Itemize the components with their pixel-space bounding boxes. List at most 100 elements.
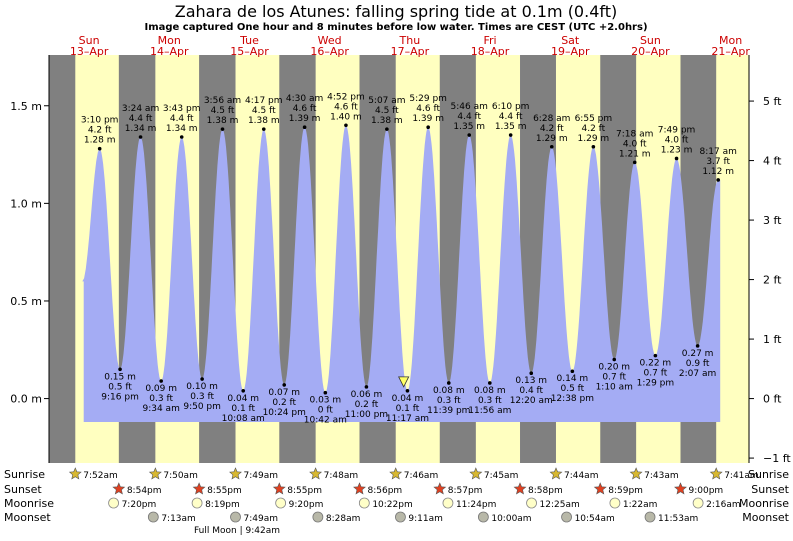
row-label-moonrise-left: Moonrise bbox=[4, 497, 54, 510]
tide-point bbox=[716, 178, 720, 182]
sunset-icon bbox=[272, 482, 286, 495]
tide-height-ft: 4.2 ft bbox=[582, 124, 606, 134]
row-label-sunrise-left: Sunrise bbox=[4, 468, 45, 481]
moonset-icon bbox=[477, 511, 489, 523]
tide-height-ft: 0.4 ft bbox=[519, 386, 543, 396]
tide-height-ft: 4.4 ft bbox=[170, 114, 194, 124]
sunrise-icon bbox=[549, 467, 563, 480]
tide-point bbox=[570, 369, 575, 374]
tide-height-ft: 4.5 ft bbox=[252, 106, 276, 116]
moonrise-time: 9:20pm bbox=[289, 500, 324, 510]
tide-point bbox=[241, 388, 246, 393]
tide-time: 12:20 am bbox=[510, 396, 553, 406]
moonrise-icon bbox=[526, 497, 537, 509]
tide-height-ft: 0.7 ft bbox=[602, 373, 626, 383]
tide-height-ft: 4.6 ft bbox=[293, 104, 317, 114]
moonrise-time: 12:25am bbox=[540, 500, 580, 510]
tide-time: 10:42 am bbox=[304, 416, 347, 426]
sun-moon-rows: Sunrise Sunset Moonrise Moonset Sunrise … bbox=[4, 468, 790, 524]
tide-height-m: 1.35 m bbox=[453, 122, 485, 132]
tide-curve bbox=[82, 125, 721, 423]
row-label-moonset-left: Moonset bbox=[4, 511, 51, 524]
row-label-sunset-left: Sunset bbox=[4, 483, 42, 496]
moonrise-time: 2:16am bbox=[706, 500, 741, 510]
tide-point bbox=[118, 367, 122, 372]
moonrise-icon bbox=[191, 497, 203, 509]
day-name-label: Sun bbox=[640, 34, 661, 47]
sunset-time: 8:58pm bbox=[528, 486, 563, 496]
tide-height-ft: 0.2 ft bbox=[272, 398, 296, 408]
tide-time: 8:17 am bbox=[700, 147, 737, 157]
tide-area bbox=[82, 125, 721, 423]
tide-time: 11:56 am bbox=[468, 406, 511, 416]
sunset-time: 8:57pm bbox=[448, 486, 483, 496]
day-name-label: Mon bbox=[719, 34, 742, 47]
tide-point bbox=[344, 123, 348, 128]
day-name-label: Wed bbox=[318, 34, 342, 47]
tide-point bbox=[653, 353, 658, 358]
tide-height-ft: 0.2 ft bbox=[355, 400, 379, 410]
sunrise-time: 7:41am bbox=[724, 471, 759, 481]
day-date-label: 19–Apr bbox=[551, 45, 590, 58]
tide-time: 3:43 pm bbox=[163, 104, 201, 114]
right-tick-label: 3 ft bbox=[763, 214, 782, 227]
tide-height-ft: 4.0 ft bbox=[623, 139, 647, 149]
moonset-time: 10:54am bbox=[575, 514, 615, 524]
day-date-label: 21–Apr bbox=[711, 45, 750, 58]
right-tick-label: 1 ft bbox=[763, 333, 782, 346]
tide-labels: 3:10 pm4.2 ft1.28 m0.15 m0.5 ft9:16 pm3:… bbox=[81, 92, 737, 425]
tide-height-m: 0.14 m bbox=[557, 374, 589, 384]
tide-point bbox=[385, 127, 389, 131]
sunrise-time: 7:45am bbox=[484, 471, 518, 481]
tide-point bbox=[529, 371, 534, 376]
left-tick-label: 1.5 m bbox=[10, 100, 42, 113]
tide-time: 9:50 pm bbox=[183, 402, 221, 412]
tide-height-m: 1.23 m bbox=[661, 145, 693, 155]
right-tick-label: 4 ft bbox=[763, 155, 782, 168]
sunset-time: 8:56pm bbox=[368, 486, 403, 496]
tide-point bbox=[159, 379, 163, 383]
tide-height-m: 0.15 m bbox=[104, 372, 136, 382]
sunset-icon bbox=[513, 482, 527, 495]
tide-time: 11:17 am bbox=[386, 414, 429, 424]
tide-point bbox=[282, 383, 287, 387]
chart-subtitle: Image captured One hour and 8 minutes be… bbox=[144, 22, 647, 33]
tide-height-m: 0.20 m bbox=[598, 363, 630, 373]
tide-time: 11:39 pm bbox=[427, 406, 470, 416]
chart-title: Zahara de los Atunes: falling spring tid… bbox=[175, 2, 618, 21]
sunrise-icon bbox=[68, 467, 82, 480]
tide-point bbox=[364, 385, 369, 389]
tide-height-ft: 0.9 ft bbox=[686, 359, 710, 369]
tide-height-ft: 0.3 ft bbox=[478, 396, 502, 406]
tide-time: 9:34 am bbox=[142, 404, 179, 414]
moonrise-time: 7:20pm bbox=[122, 500, 157, 510]
tide-height-m: 0.09 m bbox=[145, 384, 177, 394]
tide-height-ft: 4.5 ft bbox=[211, 106, 235, 116]
tide-time: 6:10 pm bbox=[492, 102, 530, 112]
tide-height-ft: 4.4 ft bbox=[129, 114, 153, 124]
tide-point bbox=[446, 381, 451, 385]
day-date-label: 15–Apr bbox=[230, 45, 269, 58]
tide-point bbox=[591, 144, 596, 149]
sunset-icon bbox=[433, 482, 447, 495]
tide-height-m: 1.28 m bbox=[84, 136, 116, 146]
tide-point bbox=[426, 125, 430, 130]
moonrise-time: 11:24pm bbox=[456, 500, 496, 510]
moonrise-time: 8:19pm bbox=[205, 500, 240, 510]
moonset-icon bbox=[230, 511, 241, 523]
tide-height-m: 0.08 m bbox=[433, 386, 465, 396]
tide-time: 4:17 pm bbox=[245, 96, 283, 106]
moonset-time: 8:28am bbox=[326, 514, 361, 524]
tide-height-ft: 0.5 ft bbox=[108, 382, 132, 392]
sunrise-icon bbox=[709, 467, 723, 480]
sunrise-time: 7:50am bbox=[163, 471, 198, 481]
tide-point bbox=[302, 125, 307, 130]
tide-point bbox=[323, 390, 328, 395]
sunrise-time: 7:44am bbox=[564, 471, 599, 481]
tide-height-m: 1.38 m bbox=[371, 116, 403, 126]
tide-height-ft: 0.7 ft bbox=[644, 369, 668, 379]
tide-height-m: 0.27 m bbox=[682, 349, 714, 359]
tide-height-ft: 4.5 ft bbox=[375, 106, 399, 116]
